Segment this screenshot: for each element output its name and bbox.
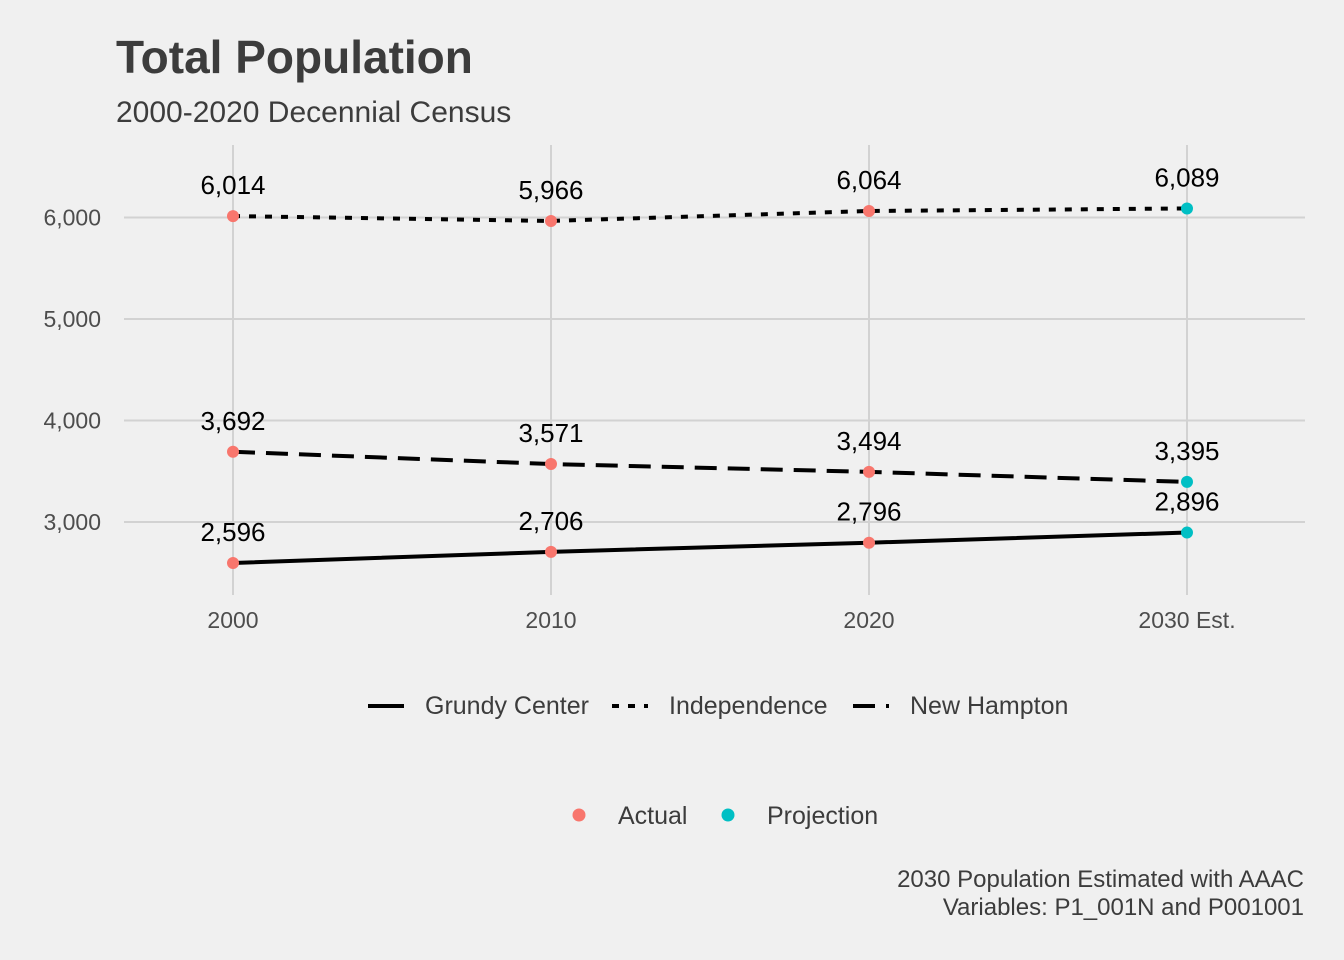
- data-label: 3,395: [1154, 436, 1219, 466]
- x-tick-label: 2030 Est.: [1138, 607, 1235, 633]
- legend-label: Grundy Center: [425, 692, 589, 720]
- y-tick-label: 4,000: [43, 408, 101, 434]
- data-label: 6,089: [1154, 162, 1219, 192]
- data-label: 6,064: [836, 165, 901, 195]
- data-label: 2,706: [518, 506, 583, 536]
- series-line: [232, 530, 1188, 566]
- data-point: [1181, 526, 1193, 539]
- data-point: [1181, 202, 1193, 215]
- data-label: 5,966: [518, 175, 583, 205]
- chart-title: Total Population: [116, 31, 473, 83]
- x-tick-label: 2010: [525, 607, 576, 633]
- data-label: 3,692: [200, 406, 265, 436]
- series-line: [232, 206, 1188, 223]
- y-tick-label: 5,000: [43, 306, 101, 332]
- data-point: [863, 465, 875, 478]
- legend-label: Actual: [618, 802, 687, 830]
- legend-label: Projection: [767, 802, 878, 830]
- data-label: 6,014: [200, 170, 265, 200]
- data-point: [863, 536, 875, 549]
- chart-caption: 2030 Population Estimated with AAAC Vari…: [897, 866, 1304, 922]
- data-point: [227, 557, 239, 570]
- data-label: 3,494: [836, 426, 901, 456]
- data-point: [227, 210, 239, 223]
- y-tick-label: 3,000: [43, 509, 101, 535]
- legend-point-key: [721, 808, 735, 822]
- x-tick-label: 2020: [843, 607, 894, 633]
- data-label: 2,596: [200, 517, 265, 547]
- chart-subtitle: 2000-2020 Decennial Census: [116, 96, 512, 129]
- legend-label: New Hampton: [910, 692, 1068, 720]
- data-point: [1181, 475, 1193, 488]
- data-point: [545, 214, 557, 227]
- data-point: [227, 445, 239, 458]
- data-point: [863, 205, 875, 218]
- data-label: 3,571: [518, 418, 583, 448]
- x-tick-label: 2000: [207, 607, 258, 633]
- data-point: [545, 545, 557, 558]
- caption-line: Variables: P1_001N and P001001: [942, 894, 1304, 921]
- data-point: [545, 458, 557, 471]
- series-line: [232, 449, 1188, 484]
- caption-line: 2030 Population Estimated with AAAC: [897, 866, 1304, 893]
- legend-point-key: [572, 808, 586, 822]
- data-label: 2,796: [836, 497, 901, 527]
- data-label: 2,896: [1154, 487, 1219, 517]
- legend-label: Independence: [669, 692, 827, 720]
- y-tick-label: 6,000: [43, 205, 101, 231]
